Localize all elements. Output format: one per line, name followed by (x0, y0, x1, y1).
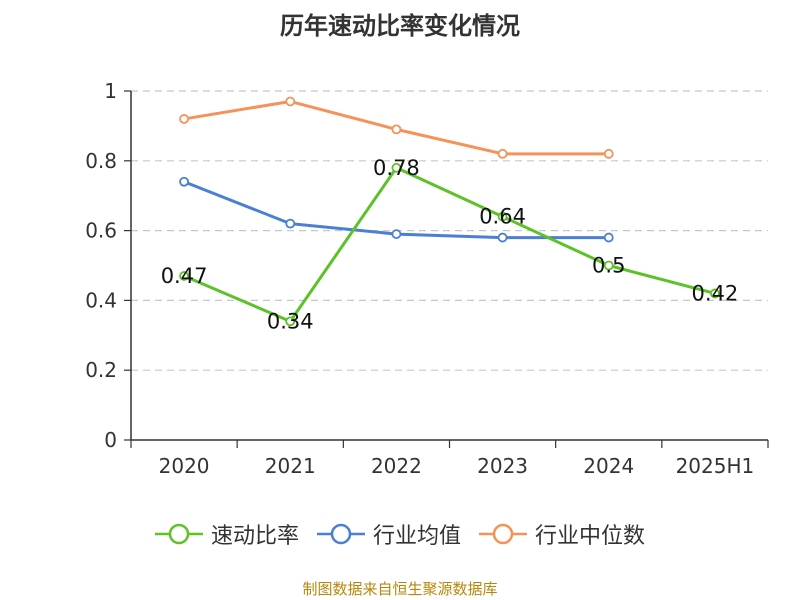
data-point (497, 232, 508, 243)
data-point (285, 96, 296, 107)
chart-legend: 速动比率 行业均值 行业中位数 (0, 518, 800, 550)
x-tick-label: 2023 (477, 454, 528, 478)
x-tick-label: 2024 (583, 454, 634, 478)
data-point (603, 260, 614, 271)
data-label: 0.64 (479, 205, 526, 229)
data-point (391, 124, 402, 135)
chart-title: 历年速动比率变化情况 (280, 12, 520, 40)
data-point (285, 316, 296, 327)
legend-item[interactable]: 行业均值 (316, 518, 461, 550)
legend-label: 行业均值 (372, 524, 461, 549)
data-label: 0.5 (592, 254, 625, 278)
data-point (603, 148, 614, 159)
legend-marker-icon (316, 523, 365, 545)
legend-marker-icon (154, 523, 203, 545)
y-tick-label: 0 (104, 428, 117, 452)
data-point (497, 211, 508, 222)
data-point (179, 114, 189, 124)
legend-item[interactable]: 速动比率 (154, 518, 299, 550)
data-point (497, 148, 508, 159)
legend-marker-icon (479, 523, 527, 545)
legend-item[interactable]: 行业中位数 (479, 518, 645, 550)
data-point (391, 162, 402, 173)
data-point (603, 232, 614, 243)
data-point (179, 271, 189, 281)
x-tick-label: 2021 (265, 454, 316, 478)
x-tick-label: 2022 (371, 454, 422, 478)
data-point (391, 229, 402, 239)
y-tick-label: 0.6 (85, 219, 117, 243)
data-label: 0.47 (161, 264, 208, 288)
data-point (179, 176, 189, 187)
data-label: 0.34 (267, 309, 314, 333)
x-tick-label: 2020 (159, 454, 210, 478)
y-tick-label: 0.8 (85, 149, 117, 173)
x-tick-label: 2025H1 (676, 454, 755, 478)
data-label: 0.78 (373, 156, 420, 180)
data-point (285, 218, 296, 229)
y-tick-label: 0.4 (85, 288, 117, 312)
y-tick-label: 1 (104, 79, 117, 103)
legend-label: 速动比率 (210, 524, 299, 549)
data-point (710, 288, 720, 299)
legend-label: 行业中位数 (535, 524, 646, 549)
data-label: 0.42 (692, 281, 739, 305)
source-note: 制图数据来自恒生聚源数据库 (302, 580, 498, 598)
series-line (183, 166, 716, 323)
y-tick-label: 0.2 (85, 358, 117, 382)
